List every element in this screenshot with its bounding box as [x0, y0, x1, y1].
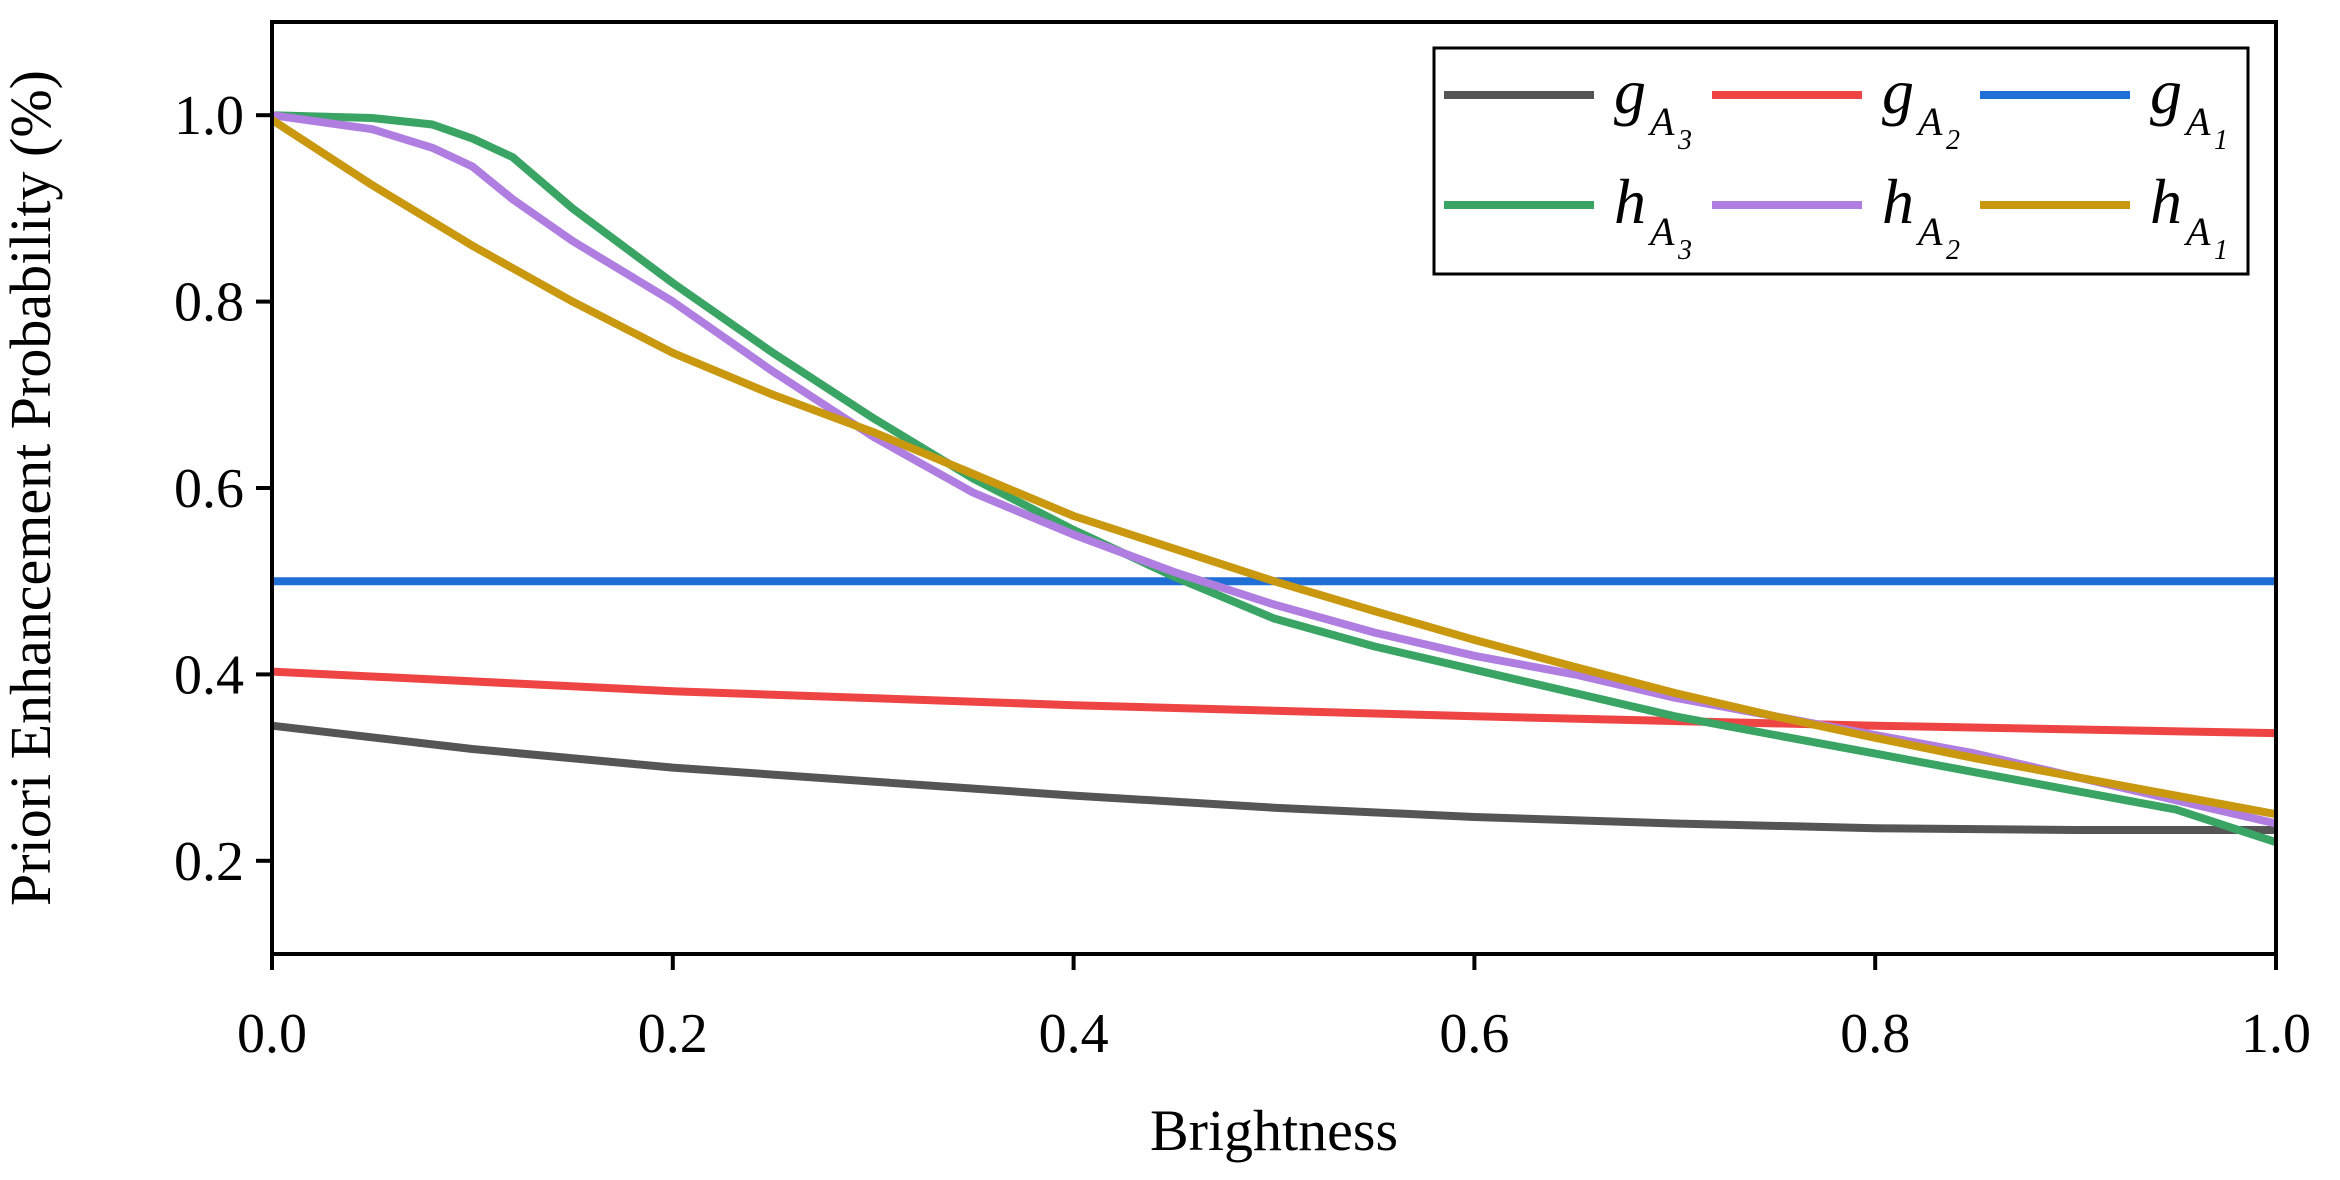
x-tick-label: 0.8 [1840, 1003, 1910, 1065]
x-tick-label: 0.2 [638, 1003, 708, 1065]
y-tick-label: 0.4 [174, 644, 244, 706]
legend-sub-hA2: A [1915, 209, 1943, 254]
legend-label-gA2: g [1882, 56, 1914, 127]
series-line-hA3 [271, 111, 2278, 847]
legend-subsub-gA1: 1 [2214, 125, 2228, 156]
x-axis-title: Brightness [1150, 1098, 1398, 1163]
y-tick-label: 0.8 [174, 272, 244, 334]
x-tick-label: 0.0 [237, 1003, 307, 1065]
legend-label-hA2: h [1882, 166, 1914, 237]
legend-label-gA3: g [1614, 56, 1646, 127]
y-tick-label: 1.0 [174, 85, 244, 147]
x-tick-label: 1.0 [2241, 1003, 2311, 1065]
legend-label-hA3: h [1614, 166, 1646, 237]
legend-sub-gA2: A [1915, 99, 1943, 144]
legend-sub-hA3: A [1647, 209, 1675, 254]
legend-sub-gA1: A [2183, 99, 2211, 144]
legend-label-hA1: h [2150, 166, 2182, 237]
legend-subsub-hA2: 2 [1946, 235, 1960, 266]
legend: g A 3g A 2g A 1h A 3h A 2h A 1 [1432, 46, 2250, 276]
legend-subsub-gA2: 2 [1946, 125, 1960, 156]
series-line-gA2 [271, 667, 2277, 738]
y-tick-label: 0.6 [174, 458, 244, 520]
legend-subsub-hA3: 3 [1677, 235, 1692, 266]
y-axis-title: Priori Enhancement Probability (%) [0, 70, 63, 906]
x-tick-label: 0.6 [1439, 1003, 1509, 1065]
series-line-gA3 [271, 721, 2276, 834]
series-line-hA1 [269, 116, 2277, 819]
legend-sub-hA1: A [2183, 209, 2211, 254]
legend-subsub-gA3: 3 [1677, 125, 1692, 156]
legend-sub-gA3: A [1647, 99, 1675, 144]
ticks-layer: 0.0 0.2 0.4 0.6 0.8 1.0 0.2 0.4 0.6 0.8 1.0 [174, 85, 2311, 1065]
series-layer [269, 111, 2278, 847]
legend-subsub-hA1: 1 [2214, 235, 2228, 266]
legend-box [1432, 46, 2250, 276]
legend-label-gA1: g [2150, 56, 2182, 127]
x-tick-label: 0.4 [1039, 1003, 1109, 1065]
y-tick-label: 0.2 [174, 831, 244, 893]
